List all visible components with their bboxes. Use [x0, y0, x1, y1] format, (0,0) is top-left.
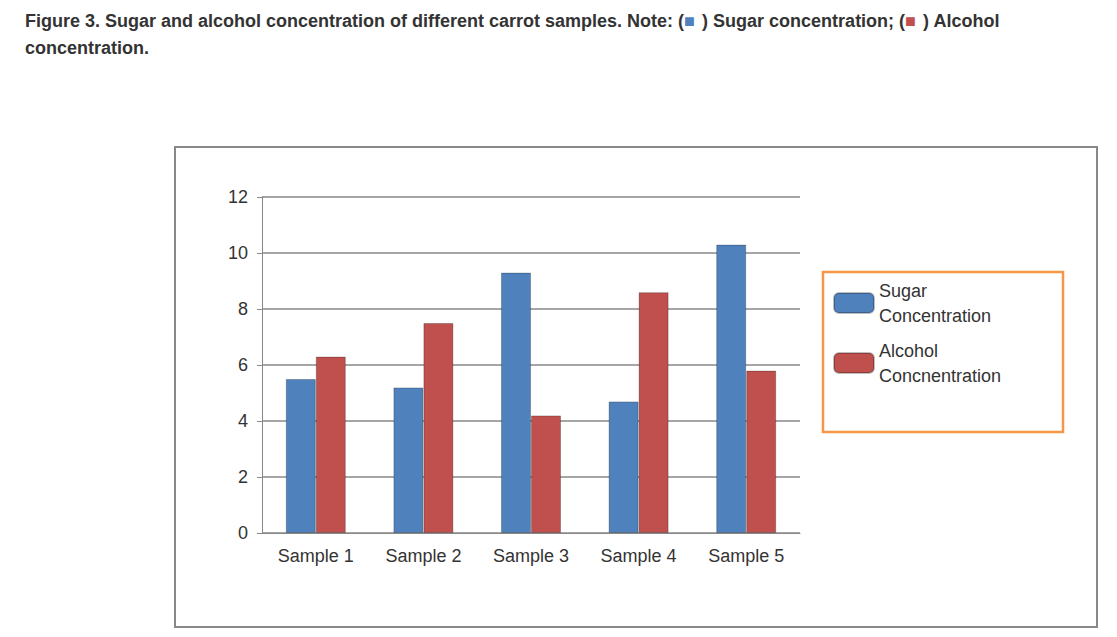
svg-text:0: 0	[238, 523, 248, 543]
svg-text:6: 6	[238, 355, 248, 375]
svg-text:12: 12	[228, 187, 248, 207]
svg-text:2: 2	[238, 467, 248, 487]
svg-text:10: 10	[228, 243, 248, 263]
svg-text:4: 4	[238, 411, 248, 431]
svg-text:Sample 3: Sample 3	[493, 546, 569, 566]
svg-text:■: ■	[905, 11, 916, 31]
svg-text:Sample 5: Sample 5	[708, 546, 784, 566]
svg-text:Sample 4: Sample 4	[601, 546, 677, 566]
svg-text:) Alcohol: ) Alcohol	[923, 11, 1004, 31]
svg-text:Sugar: Sugar	[879, 281, 927, 301]
svg-text:Sample 2: Sample 2	[385, 546, 461, 566]
svg-text:8: 8	[238, 299, 248, 319]
svg-text:Concentration: Concentration	[879, 306, 991, 326]
svg-text:) Sugar concentration; (: ) Sugar concentration; (	[702, 11, 905, 31]
svg-text:Alcohol: Alcohol	[879, 341, 938, 361]
svg-text:Figure 3. Sugar and alcohol co: Figure 3. Sugar and alcohol concentratio…	[25, 11, 684, 31]
svg-text:Sample 1: Sample 1	[278, 546, 354, 566]
svg-text:Concnentration: Concnentration	[879, 366, 1001, 386]
svg-text:■: ■	[684, 11, 695, 31]
svg-text:concentration.: concentration.	[25, 38, 149, 58]
